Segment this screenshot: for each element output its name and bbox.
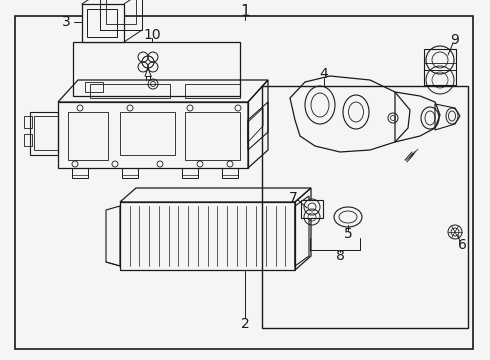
Bar bbox=[85, 82, 103, 92]
Text: 3: 3 bbox=[62, 15, 71, 29]
Text: 6: 6 bbox=[458, 238, 466, 252]
Text: 9: 9 bbox=[451, 33, 460, 47]
Text: 10: 10 bbox=[143, 28, 161, 42]
Bar bbox=[24, 116, 32, 128]
Text: 1: 1 bbox=[240, 4, 250, 18]
Bar bbox=[106, 0, 136, 24]
Bar bbox=[301, 200, 323, 218]
Bar bbox=[73, 42, 240, 96]
Bar bbox=[87, 9, 117, 37]
Bar bbox=[185, 84, 240, 98]
Bar bbox=[24, 134, 32, 146]
Bar bbox=[100, 0, 142, 30]
Bar bbox=[262, 86, 468, 328]
Text: 2: 2 bbox=[241, 317, 249, 331]
Text: 8: 8 bbox=[336, 249, 344, 263]
Bar bbox=[90, 84, 170, 98]
Text: 5: 5 bbox=[343, 227, 352, 241]
Text: 7: 7 bbox=[289, 191, 297, 205]
Bar bbox=[424, 49, 456, 85]
Bar bbox=[82, 4, 124, 42]
Text: 4: 4 bbox=[319, 67, 328, 81]
